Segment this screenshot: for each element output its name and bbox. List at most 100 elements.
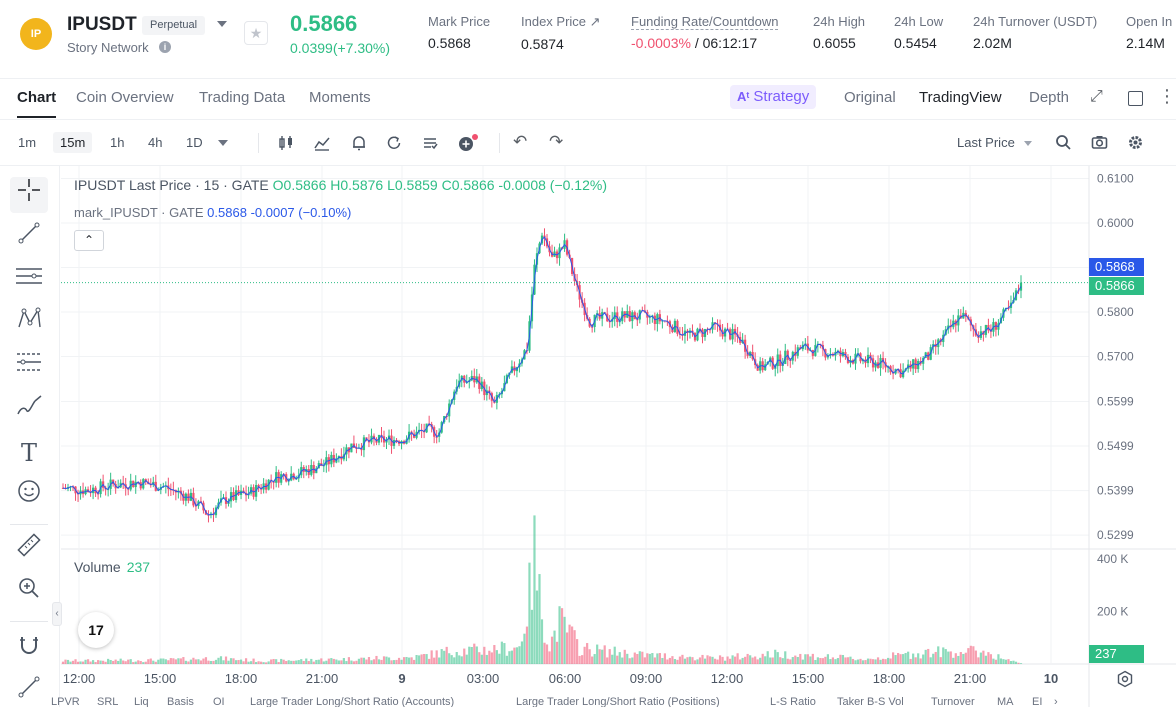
- camera-icon[interactable]: [1091, 134, 1108, 154]
- pair-dropdown-caret-icon[interactable]: [217, 21, 227, 27]
- ruler-icon[interactable]: [10, 532, 48, 568]
- volume-bar: [555, 641, 559, 664]
- timeframe-1d[interactable]: 1D: [186, 135, 203, 150]
- candlestick-chart[interactable]: 0.61000.60000.59000.58000.57000.55990.54…: [61, 166, 1176, 707]
- timeframe-1h[interactable]: 1h: [110, 135, 125, 150]
- volume-bar: [520, 641, 524, 664]
- replay-icon[interactable]: [385, 134, 403, 155]
- volume-bar: [914, 657, 917, 664]
- volume-bar: [846, 657, 850, 664]
- collapse-legend-button[interactable]: ⌃: [74, 230, 104, 251]
- x-tick-label: 21:00: [954, 671, 987, 686]
- volume-bar: [182, 657, 185, 664]
- stat-funding-rate: Funding Rate/Countdown -0.0003% / 06:12:1…: [631, 14, 779, 51]
- brush-icon[interactable]: [10, 392, 48, 428]
- indicator-tab[interactable]: LPVR: [51, 696, 80, 707]
- tab-chart[interactable]: Chart: [17, 89, 57, 118]
- lock-drawing-icon[interactable]: [10, 674, 48, 710]
- text-tool-icon[interactable]: T: [20, 439, 37, 467]
- indicator-tab[interactable]: Large Trader Long/Short Ratio (Accounts): [250, 696, 455, 707]
- indicator-tab[interactable]: Basis: [167, 696, 194, 707]
- view-original[interactable]: Original: [844, 89, 896, 106]
- indicator-tab[interactable]: SRL: [97, 696, 119, 707]
- volume-bar: [144, 661, 147, 664]
- volume-bar: [390, 660, 393, 664]
- volume-value-tag: 237: [1089, 645, 1144, 663]
- volume-bar: [879, 659, 882, 664]
- volume-bar: [601, 649, 604, 664]
- pattern-tool-icon[interactable]: [10, 306, 48, 342]
- volume-bar: [272, 658, 275, 664]
- search-icon[interactable]: [1055, 134, 1072, 154]
- indicator-tab[interactable]: Liq: [134, 696, 149, 707]
- indicator-tab[interactable]: Taker B-S Vol: [837, 696, 904, 707]
- crosshair-icon[interactable]: [10, 177, 48, 213]
- indicator-tab[interactable]: Turnover: [931, 696, 975, 707]
- fullscreen-icon[interactable]: ⤢: [1090, 88, 1103, 105]
- indicator-tab[interactable]: OI: [213, 696, 225, 707]
- volume-bar: [591, 656, 594, 664]
- settings-gear-icon[interactable]: [1127, 134, 1144, 154]
- fib-retracement-icon[interactable]: [10, 349, 48, 385]
- indicator-tab[interactable]: L-S Ratio: [770, 696, 816, 707]
- view-tradingview[interactable]: TradingView: [919, 89, 1002, 106]
- volume-bar: [407, 657, 411, 664]
- view-depth[interactable]: Depth: [1029, 89, 1070, 106]
- volume-bar: [134, 661, 137, 664]
- tab-trading-data[interactable]: Trading Data: [199, 89, 286, 106]
- tradingview-logo[interactable]: 17: [78, 612, 114, 648]
- volume-bar: [387, 657, 391, 664]
- volume-bar: [505, 655, 508, 664]
- indicator-tabs-next-icon[interactable]: ›: [1054, 696, 1058, 707]
- horizontal-lines-icon[interactable]: [10, 263, 48, 299]
- volume-bar: [691, 657, 694, 664]
- stat-index-price[interactable]: Index Price ↗ 0.5874: [521, 14, 601, 52]
- indicator-tab[interactable]: EI: [1032, 696, 1043, 707]
- chart-settings-icon[interactable]: [1116, 670, 1134, 691]
- favorite-star-icon[interactable]: ★: [244, 21, 268, 45]
- trend-line-icon[interactable]: [10, 220, 48, 256]
- volume-bar: [189, 659, 193, 664]
- pair-name[interactable]: IPUSDT: [67, 14, 137, 35]
- volume-bar: [618, 652, 621, 664]
- volume-bar: [701, 654, 704, 664]
- redo-icon[interactable]: ↷: [549, 132, 564, 151]
- price-type-select[interactable]: Last Price: [957, 135, 1015, 150]
- timeframe-15m[interactable]: 15m: [53, 132, 93, 153]
- volume-bar: [613, 646, 616, 664]
- volume-bar: [621, 657, 624, 664]
- volume-bar: [260, 661, 263, 664]
- magnet-icon[interactable]: [10, 632, 48, 668]
- indicator-tab[interactable]: Large Trader Long/Short Ratio (Positions…: [516, 696, 720, 707]
- zoom-in-icon[interactable]: [10, 575, 48, 611]
- volume-bar: [897, 652, 900, 664]
- more-vertical-icon[interactable]: ⋮: [1158, 86, 1176, 106]
- volume-bar: [428, 658, 431, 664]
- emoji-icon[interactable]: [10, 478, 48, 514]
- undo-icon[interactable]: ↶: [513, 132, 528, 151]
- tab-moments[interactable]: Moments: [309, 89, 371, 106]
- indicators-icon[interactable]: [313, 134, 331, 155]
- volume-bar: [791, 657, 794, 664]
- info-icon[interactable]: i: [159, 41, 171, 53]
- templates-icon[interactable]: [421, 134, 439, 155]
- window-icon[interactable]: [1128, 91, 1143, 106]
- volume-bar: [415, 654, 418, 664]
- indicator-tab[interactable]: MA: [997, 696, 1014, 707]
- volume-bar: [937, 646, 940, 664]
- timeframe-dropdown-icon[interactable]: [218, 140, 228, 146]
- candle-type-icon[interactable]: [277, 134, 295, 155]
- volume-bar: [433, 657, 436, 664]
- tool-divider: [10, 524, 48, 525]
- price-type-caret-icon[interactable]: [1024, 141, 1032, 146]
- alert-icon[interactable]: [350, 134, 368, 155]
- timeframe-4h[interactable]: 4h: [148, 135, 163, 150]
- tab-coin-overview[interactable]: Coin Overview: [76, 89, 174, 106]
- timeframe-1m[interactable]: 1m: [18, 135, 37, 150]
- last-price: 0.5866: [290, 11, 358, 36]
- sidebar-collapse-handle[interactable]: ‹: [52, 602, 62, 626]
- strategy-button[interactable]: Aᵗ Strategy: [730, 85, 817, 109]
- volume-bar: [127, 659, 130, 664]
- volume-bar: [949, 651, 952, 664]
- add-widget-icon[interactable]: [457, 133, 478, 153]
